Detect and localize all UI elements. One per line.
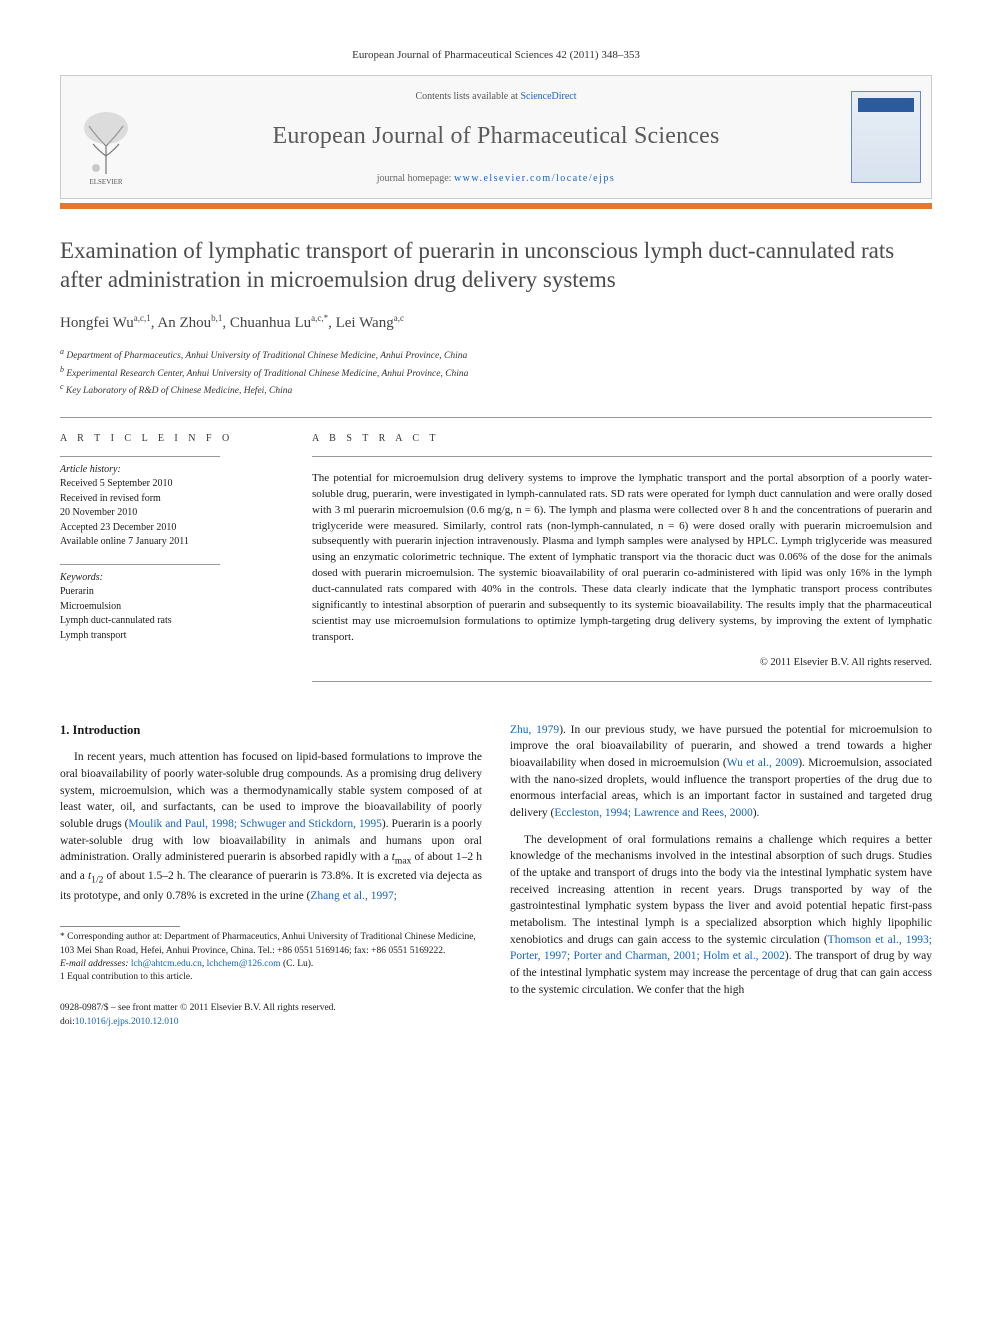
intro-para-1-cont: Zhu, 1979). In our previous study, we ha…: [510, 722, 932, 822]
rule-short: [60, 564, 220, 565]
publisher-logo-cell: ELSEVIER: [61, 76, 151, 198]
subscript: max: [395, 856, 412, 867]
svg-text:ELSEVIER: ELSEVIER: [89, 178, 122, 186]
text-run: ).: [753, 807, 760, 819]
rule: [60, 417, 932, 418]
article-info-label: A R T I C L E I N F O: [60, 432, 280, 446]
affiliation-text: Experimental Research Center, Anhui Univ…: [66, 369, 468, 379]
sciencedirect-link[interactable]: ScienceDirect: [520, 91, 576, 102]
corresponding-author-note: * Corresponding author at: Department of…: [60, 931, 482, 958]
affiliation-text: Department of Pharmaceutics, Anhui Unive…: [66, 352, 467, 362]
citation-link[interactable]: Zhu, 1979: [510, 724, 559, 736]
keywords-head: Keywords:: [60, 571, 280, 586]
body-two-column: 1. Introduction In recent years, much at…: [60, 722, 932, 1029]
history-head: Article history:: [60, 463, 280, 478]
affiliation-text: Key Laboratory of R&D of Chinese Medicin…: [66, 386, 292, 396]
homepage-prefix: journal homepage:: [377, 173, 454, 184]
article-history: Article history: Received 5 September 20…: [60, 463, 280, 550]
email-link[interactable]: lchchem@126.com: [207, 959, 281, 969]
citation-link[interactable]: Wu et al., 2009: [727, 757, 799, 769]
elsevier-tree-logo-icon: ELSEVIER: [71, 106, 141, 186]
journal-name: European Journal of Pharmaceutical Scien…: [159, 120, 833, 154]
doi-line: doi:10.1016/j.ejps.2010.12.010: [60, 1016, 482, 1029]
email-label: E-mail addresses:: [60, 959, 131, 969]
intro-para-2: The development of oral formulations rem…: [510, 832, 932, 999]
accent-bar: [60, 203, 932, 209]
keyword: Lymph duct-cannulated rats: [60, 614, 280, 629]
meta-row: A R T I C L E I N F O Article history: R…: [60, 432, 932, 696]
citation-link[interactable]: Eccleston, 1994; Lawrence and Rees, 2000: [554, 807, 752, 819]
issn-copyright-line: 0928-0987/$ – see front matter © 2011 El…: [60, 1002, 482, 1015]
affiliation-a: a Department of Pharmaceutics, Anhui Uni…: [60, 346, 932, 363]
doi-link[interactable]: 10.1016/j.ejps.2010.12.010: [75, 1017, 179, 1027]
rule: [312, 681, 932, 682]
copyright: © 2011 Elsevier B.V. All rights reserved…: [312, 656, 932, 671]
footnote-rule: [60, 926, 180, 927]
journal-header: ELSEVIER Contents lists available at Sci…: [60, 75, 932, 199]
abstract-column: A B S T R A C T The potential for microe…: [312, 432, 932, 696]
keyword: Lymph transport: [60, 629, 280, 644]
doi-label: doi:: [60, 1017, 75, 1027]
citation-line: European Journal of Pharmaceutical Scien…: [60, 48, 932, 63]
history-line: Received in revised form: [60, 492, 280, 507]
journal-cover-icon: [851, 91, 921, 183]
history-line: Received 5 September 2010: [60, 477, 280, 492]
contents-available-line: Contents lists available at ScienceDirec…: [159, 90, 833, 104]
abstract-text: The potential for microemulsion drug del…: [312, 471, 932, 646]
footnotes: * Corresponding author at: Department of…: [60, 926, 482, 984]
keyword: Microemulsion: [60, 600, 280, 615]
text-run: The development of oral formulations rem…: [510, 834, 932, 946]
email-line: E-mail addresses: lch@ahtcm.edu.cn, lchc…: [60, 958, 482, 971]
abstract-label: A B S T R A C T: [312, 432, 932, 446]
homepage-line: journal homepage: www.elsevier.com/locat…: [159, 172, 833, 186]
article-info-column: A R T I C L E I N F O Article history: R…: [60, 432, 280, 696]
email-link[interactable]: lch@ahtcm.edu.cn: [131, 959, 202, 969]
contents-prefix: Contents lists available at: [415, 91, 520, 102]
equal-contribution-note: 1 Equal contribution to this article.: [60, 971, 482, 984]
keyword: Puerarin: [60, 585, 280, 600]
article-title: Examination of lymphatic transport of pu…: [60, 237, 932, 295]
header-center: Contents lists available at ScienceDirec…: [151, 76, 841, 198]
keywords: Keywords: Puerarin Microemulsion Lymph d…: [60, 571, 280, 644]
subscript: 1/2: [91, 875, 103, 886]
rule: [312, 456, 932, 457]
page-container: European Journal of Pharmaceutical Scien…: [0, 0, 992, 1069]
front-matter-meta: 0928-0987/$ – see front matter © 2011 El…: [60, 1002, 482, 1029]
affiliation-c: c Key Laboratory of R&D of Chinese Medic…: [60, 381, 932, 398]
cover-thumb-cell: [841, 76, 931, 198]
history-line: Accepted 23 December 2010: [60, 521, 280, 536]
rule-short: [60, 456, 220, 457]
section-heading-intro: 1. Introduction: [60, 722, 482, 740]
author-list: Hongfei Wua,c,1, An Zhoub,1, Chuanhua Lu…: [60, 312, 932, 334]
intro-para-1: In recent years, much attention has focu…: [60, 749, 482, 904]
affiliations: a Department of Pharmaceutics, Anhui Uni…: [60, 346, 932, 398]
citation-link[interactable]: Zhang et al., 1997;: [310, 890, 397, 902]
text-run: (C. Lu).: [281, 959, 314, 969]
affiliation-b: b Experimental Research Center, Anhui Un…: [60, 364, 932, 381]
history-line: 20 November 2010: [60, 506, 280, 521]
text-run: of about 1.5–2 h. The clearance of puera…: [60, 870, 482, 901]
history-line: Available online 7 January 2011: [60, 535, 280, 550]
citation-link[interactable]: Moulik and Paul, 1998; Schwuger and Stic…: [128, 818, 382, 830]
homepage-link[interactable]: www.elsevier.com/locate/ejps: [454, 173, 615, 184]
